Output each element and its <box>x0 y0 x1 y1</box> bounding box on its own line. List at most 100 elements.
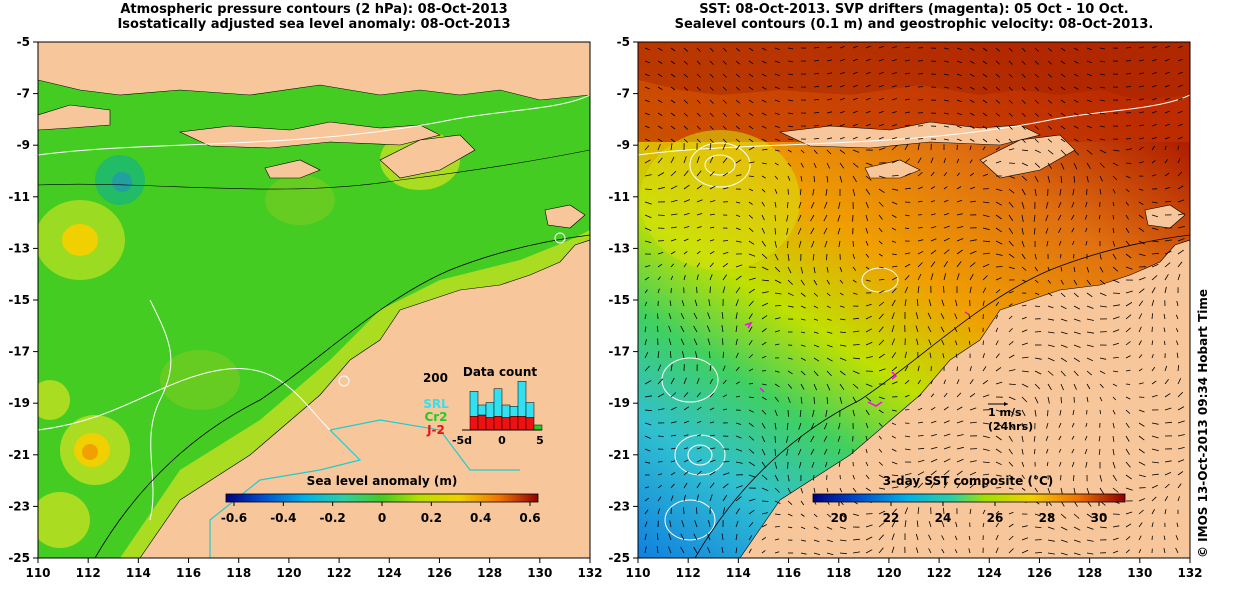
velocity-arrow <box>878 279 885 281</box>
velocity-arrow <box>1060 149 1067 156</box>
inset-legend-srl: SRL <box>423 397 449 411</box>
velocity-arrow <box>670 170 677 177</box>
velocity-arrow <box>954 549 958 554</box>
left-lon-label: 124 <box>377 566 402 580</box>
velocity-arrow <box>1151 174 1157 177</box>
velocity-arrow <box>810 448 815 455</box>
velocity-arrow <box>657 408 665 411</box>
velocity-arrow <box>917 507 920 515</box>
velocity-arrow <box>1164 472 1172 476</box>
velocity-arrow <box>1073 162 1078 170</box>
velocity-arrow <box>735 395 741 398</box>
velocity-arrow <box>735 201 741 204</box>
velocity-arrow <box>811 240 815 248</box>
velocity-arrow <box>826 292 831 297</box>
velocity-arrow <box>838 422 841 430</box>
velocity-arrow <box>657 112 663 116</box>
velocity-arrow <box>865 201 869 209</box>
velocity-arrow <box>1112 409 1116 415</box>
velocity-arrow <box>839 344 847 347</box>
velocity-arrow <box>774 317 781 320</box>
velocity-arrow <box>995 214 1002 220</box>
velocity-arrow <box>1175 328 1179 333</box>
velocity-arrow <box>1086 513 1094 519</box>
velocity-arrow <box>813 86 820 88</box>
velocity-arrow <box>1112 253 1117 260</box>
velocity-arrow <box>839 266 843 272</box>
velocity-arrow <box>943 379 946 385</box>
velocity-arrow <box>1060 331 1068 335</box>
velocity-arrow <box>928 534 932 541</box>
velocity-arrow <box>1008 47 1013 52</box>
velocity-arrow <box>826 552 834 556</box>
velocity-arrow <box>1021 149 1028 152</box>
velocity-arrow <box>1164 239 1172 242</box>
velocity-arrow <box>800 331 806 334</box>
velocity-arrow <box>735 47 741 52</box>
velocity-arrow <box>1125 341 1131 346</box>
velocity-arrow <box>968 327 971 333</box>
velocity-arrow <box>1071 422 1075 428</box>
velocity-arrow <box>657 252 664 255</box>
velocity-arrow <box>694 299 698 307</box>
velocity-arrow <box>1086 344 1094 348</box>
right-lon-label: 116 <box>776 566 801 580</box>
velocity-arrow <box>787 292 794 297</box>
velocity-arrow <box>995 240 1003 245</box>
velocity-arrow <box>878 45 884 49</box>
velocity-arrow <box>1099 474 1103 482</box>
velocity-arrow <box>1060 552 1068 556</box>
velocity-arrow <box>761 253 768 259</box>
velocity-arrow <box>904 484 912 489</box>
velocity-arrow <box>787 500 793 505</box>
velocity-arrow <box>995 125 1000 130</box>
velocity-arrow <box>761 409 767 415</box>
velocity-arrow <box>787 188 789 195</box>
velocity-arrow <box>1125 448 1130 455</box>
velocity-arrow <box>1086 162 1091 169</box>
velocity-arrow <box>800 513 805 517</box>
velocity-arrow <box>709 73 714 78</box>
velocity-arrow <box>1086 60 1092 64</box>
velocity-arrow <box>930 481 936 489</box>
velocity-arrow <box>1177 391 1183 398</box>
velocity-arrow <box>669 520 672 528</box>
velocity-arrow <box>852 71 858 75</box>
velocity-arrow <box>891 72 897 75</box>
velocity-arrow <box>1033 214 1036 222</box>
velocity-arrow <box>683 434 689 437</box>
velocity-arrow <box>1059 188 1062 196</box>
velocity-arrow <box>982 73 988 78</box>
left-lat-label: -13 <box>8 241 30 255</box>
velocity-arrow <box>813 318 819 321</box>
velocity-arrow <box>696 392 701 398</box>
velocity-arrow <box>969 138 975 142</box>
inset-bar-j2 <box>525 417 535 431</box>
velocity-arrow <box>761 214 765 221</box>
velocity-arrow <box>683 391 689 398</box>
velocity-arrow <box>1060 396 1062 404</box>
velocity-arrow <box>748 409 754 413</box>
velocity-arrow <box>891 461 898 465</box>
velocity-arrow <box>995 381 1003 385</box>
velocity-arrow <box>761 500 769 502</box>
velocity-arrow <box>748 138 754 143</box>
velocity-arrow <box>904 507 909 515</box>
velocity-arrow <box>1047 344 1055 347</box>
velocity-arrow <box>670 377 675 385</box>
velocity-arrow <box>1060 60 1066 65</box>
velocity-arrow <box>748 474 756 478</box>
velocity-arrow <box>1099 162 1105 168</box>
velocity-arrow <box>839 279 844 284</box>
velocity-arrow <box>1112 448 1115 456</box>
velocity-arrow <box>670 460 676 463</box>
velocity-arrow <box>826 162 831 169</box>
right-colorbar: 3-day SST composite (°C) 20 22 24 26 28 30 <box>812 474 1126 525</box>
velocity-arrow <box>995 160 1002 164</box>
velocity-arrow <box>865 110 871 114</box>
velocity-arrow <box>722 394 728 398</box>
velocity-arrow <box>683 156 687 164</box>
velocity-arrow <box>797 435 802 443</box>
velocity-arrow <box>810 435 815 443</box>
velocity-arrow <box>865 188 871 195</box>
